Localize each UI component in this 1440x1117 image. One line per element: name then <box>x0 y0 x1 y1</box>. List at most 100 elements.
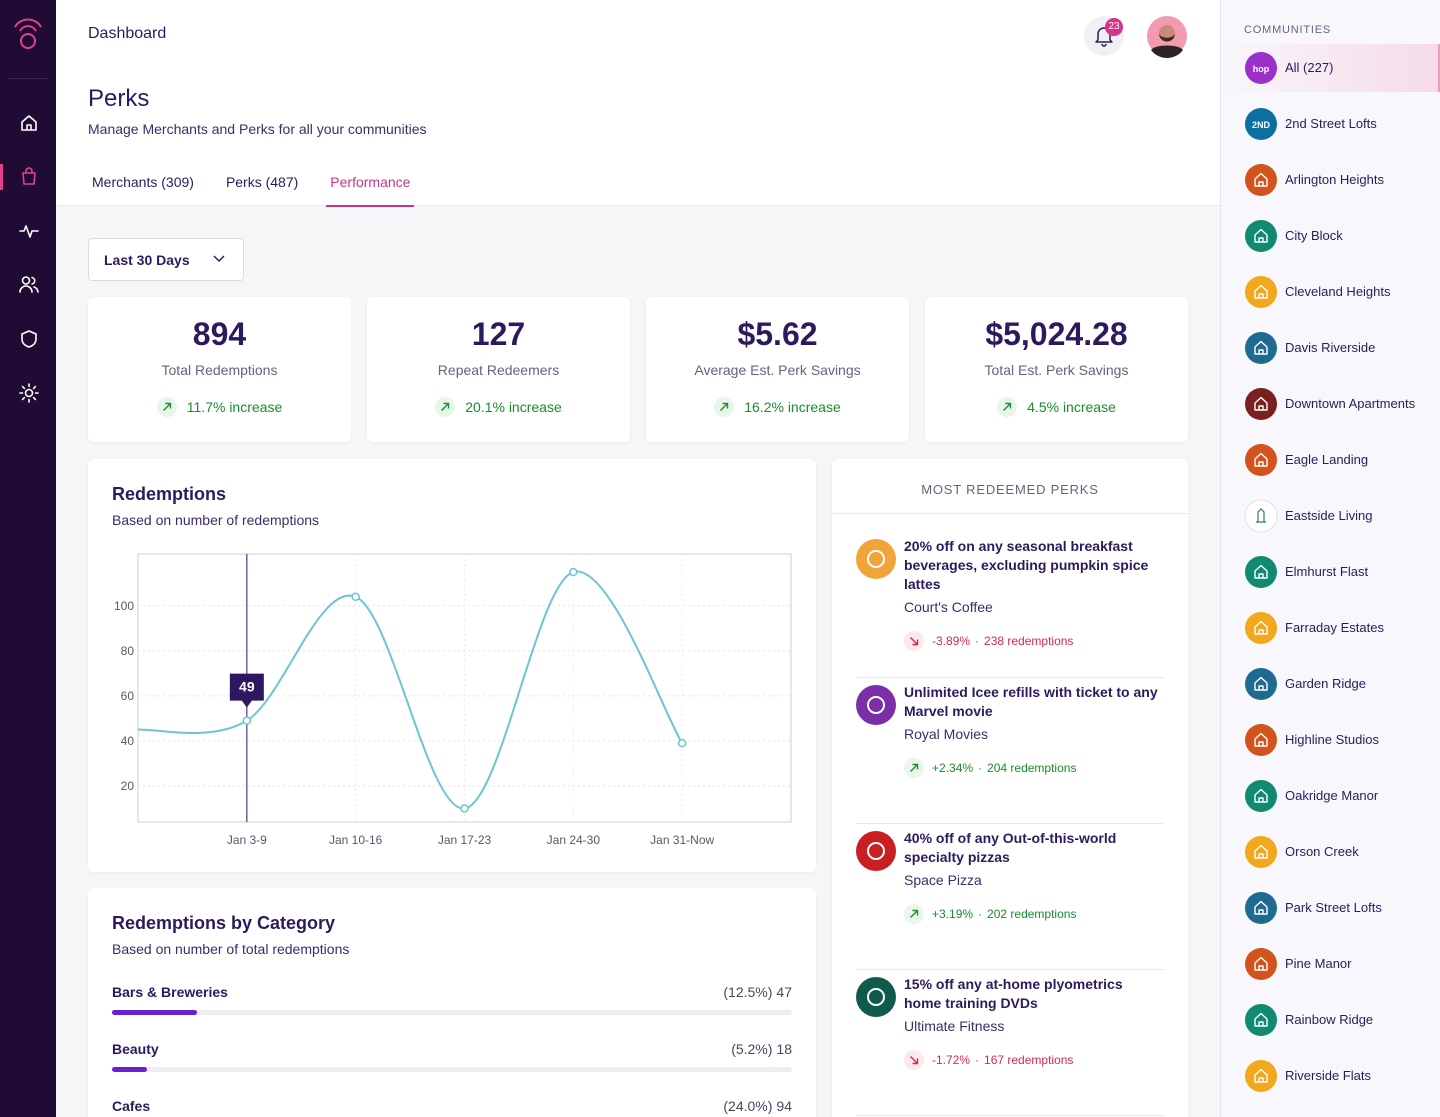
nav-item[interactable] <box>0 324 56 354</box>
communities-sidebar: COMMUNITIES hop All (227) 2ND 2nd Street Lof… <box>1220 0 1440 1117</box>
community-icon <box>1245 780 1277 812</box>
community-item[interactable]: Arlington Heights <box>1221 156 1440 204</box>
tab[interactable]: Merchants (309) <box>92 174 194 190</box>
page-subtitle: Manage Merchants and Perks for all your … <box>88 121 427 137</box>
community-name: Garden Ridge <box>1285 676 1366 691</box>
house-icon <box>1254 956 1268 971</box>
data-point <box>677 738 687 748</box>
community-item[interactable]: Farraday Estates <box>1221 604 1440 652</box>
nav-icon <box>21 330 37 348</box>
trend-holder <box>904 758 924 778</box>
community-icon-bg <box>1245 332 1277 364</box>
nav-item[interactable] <box>0 270 56 300</box>
nav-item[interactable] <box>0 162 56 192</box>
community-item[interactable]: City Block <box>1221 212 1440 260</box>
notification-badge: 23 <box>1105 18 1123 36</box>
community-icon-bg <box>1245 276 1277 308</box>
community-name: Davis Riverside <box>1285 340 1376 355</box>
merchant-logo-mark <box>867 696 885 714</box>
community-item[interactable]: 2ND 2nd Street Lofts <box>1221 100 1440 148</box>
trend-arrow <box>720 402 729 411</box>
community-name: Eastside Living <box>1285 508 1373 523</box>
community-item[interactable]: Garden Ridge <box>1221 660 1440 708</box>
breadcrumb: Dashboard <box>88 25 167 42</box>
community-item[interactable]: Park Street Lofts <box>1221 884 1440 932</box>
community-item[interactable]: Oakridge Manor <box>1221 772 1440 820</box>
community-logo-text: hop <box>1253 64 1270 74</box>
trend-arrow <box>162 402 171 411</box>
tab[interactable]: Perks (487) <box>225 174 299 190</box>
nav-icon <box>22 167 36 185</box>
perk-info: 20% off on any seasonal breakfast bevera… <box>904 537 1162 651</box>
nav-active-bar <box>0 164 3 190</box>
nav-item[interactable] <box>0 378 56 408</box>
category-percent: (24.0%) <box>723 1098 773 1114</box>
merchant-logo <box>856 831 896 871</box>
house-icon <box>1254 676 1268 691</box>
house-icon <box>1254 172 1268 187</box>
trend-arrow <box>910 763 919 772</box>
category-stat: (24.0%) 94 <box>723 1098 792 1114</box>
x-tick-label: Jan 24-30 <box>547 833 601 847</box>
y-tick-label: 80 <box>121 644 135 658</box>
category-name: Cafes <box>112 1098 151 1114</box>
building-icon <box>1256 508 1266 523</box>
community-item[interactable]: Cleveland Heights <box>1221 268 1440 316</box>
community-item[interactable]: Riverside Flats <box>1221 1052 1440 1100</box>
x-tick-label: Jan 10-16 <box>329 833 383 847</box>
nav-icon-path <box>19 383 39 403</box>
merchant-logo-mark <box>867 988 885 1006</box>
community-item[interactable]: Eastside Living <box>1221 492 1440 540</box>
merchant-logo-bg <box>856 831 896 871</box>
community-item[interactable]: Elmhurst Flast <box>1221 548 1440 596</box>
sidebar-heading: COMMUNITIES <box>1244 24 1332 36</box>
category-name: Bars & Breweries <box>112 984 228 1000</box>
community-icon-bg <box>1244 499 1278 533</box>
trend-up-icon <box>156 397 177 417</box>
perk-info: Unlimited Icee refills with ticket to an… <box>904 683 1162 778</box>
community-item[interactable]: Davis Riverside <box>1221 324 1440 372</box>
perk-change-value: -3.89% <box>932 634 971 648</box>
category-name: Beauty <box>112 1041 159 1057</box>
community-item[interactable]: hop All (227) <box>1221 44 1440 92</box>
perk-info: 40% off of any Out-of-this-world special… <box>904 829 1162 924</box>
nav-item[interactable] <box>0 108 56 138</box>
nav-icon-path <box>22 167 36 185</box>
community-item[interactable]: Downtown Apartments <box>1221 380 1440 428</box>
community-item[interactable]: Rainbow Ridge <box>1221 996 1440 1044</box>
community-icon-bg <box>1245 1004 1277 1036</box>
category-count: 18 <box>776 1041 792 1057</box>
avatar-body <box>1151 45 1183 58</box>
community-item[interactable]: Eagle Landing <box>1221 436 1440 484</box>
community-item[interactable]: Highline Studios <box>1221 716 1440 764</box>
nav-icon <box>19 276 39 293</box>
category-track <box>112 1067 792 1072</box>
community-icon <box>1245 220 1277 252</box>
avatar-head <box>1159 25 1175 41</box>
trend-arrow <box>910 909 919 918</box>
community-icon <box>1245 556 1277 588</box>
logo-ring <box>20 33 36 49</box>
community-item[interactable]: Orson Creek <box>1221 828 1440 876</box>
dot-sep: · <box>975 634 980 648</box>
perk-redemptions: 167 redemptions <box>984 1053 1074 1067</box>
community-name: Rainbow Ridge <box>1285 1012 1374 1027</box>
community-icon <box>1244 499 1278 533</box>
date-filter[interactable]: Last 30 Days <box>88 238 244 281</box>
card-subtitle: Based on number of total redemptions <box>112 941 350 957</box>
community-item[interactable]: Pine Manor <box>1221 940 1440 988</box>
merchant-logo-bg <box>856 977 896 1017</box>
house-icon <box>1254 564 1268 579</box>
perk-change-value: -1.72% <box>932 1053 971 1067</box>
tab[interactable]: Performance <box>326 168 415 207</box>
stat-change: 20.1% increase <box>367 397 630 417</box>
community-icon-bg <box>1245 724 1277 756</box>
stat-value: 127 <box>471 316 526 352</box>
card-title: Redemptions <box>112 484 227 504</box>
nav-item[interactable] <box>0 216 56 246</box>
perk-merchant: Ultimate Fitness <box>904 1018 1005 1034</box>
stat-label: Average Est. Perk Savings <box>694 362 861 378</box>
community-name: Eagle Landing <box>1285 452 1369 467</box>
perk-divider <box>856 1115 1164 1116</box>
